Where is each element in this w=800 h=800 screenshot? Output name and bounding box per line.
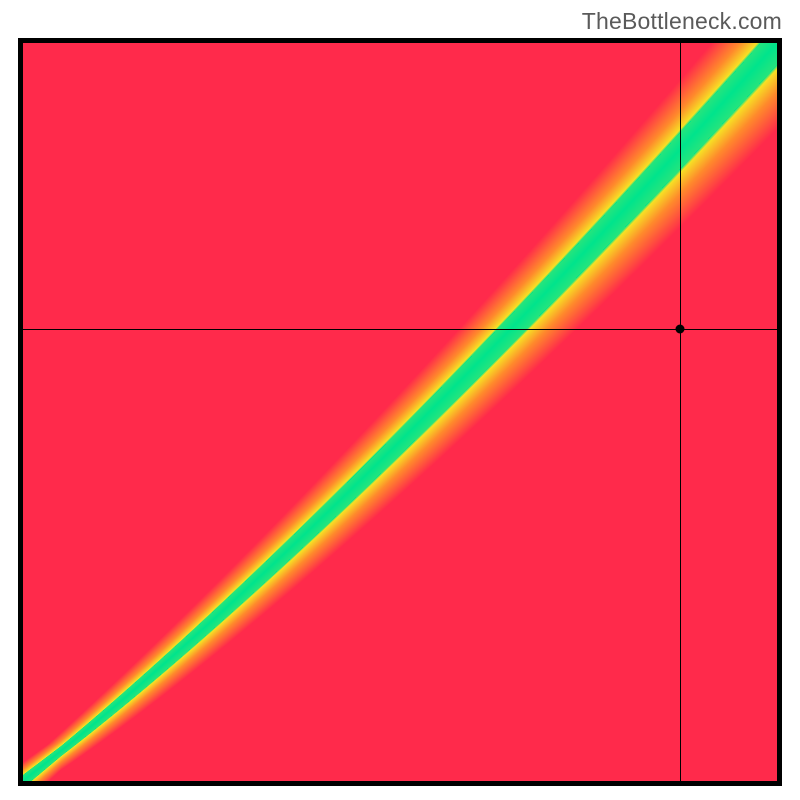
watermark-text: TheBottleneck.com	[582, 8, 782, 35]
chart-container: TheBottleneck.com	[0, 0, 800, 800]
crosshair-horizontal	[23, 329, 777, 330]
heatmap-plot	[18, 38, 782, 786]
crosshair-marker[interactable]	[676, 325, 685, 334]
heatmap-canvas	[23, 43, 777, 781]
crosshair-vertical	[680, 43, 681, 781]
